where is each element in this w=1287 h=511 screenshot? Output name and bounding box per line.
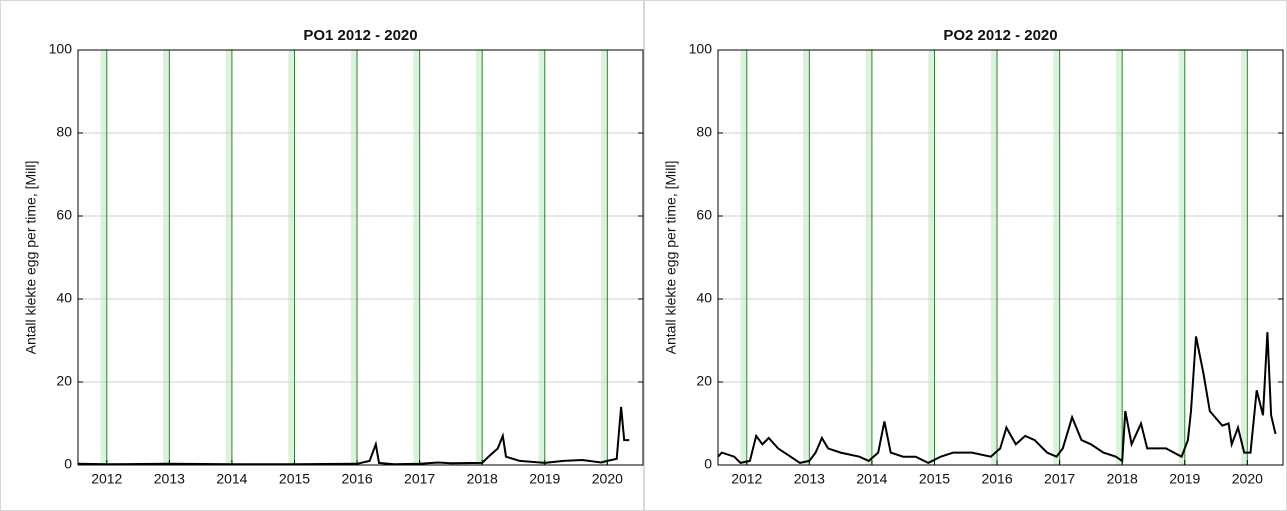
shaded-band — [928, 50, 935, 465]
x-tick-label: 2018 — [467, 471, 498, 487]
chart-title: PO2 2012 - 2020 — [943, 27, 1057, 44]
x-tick-label: 2020 — [592, 471, 623, 487]
y-tick-label: 60 — [696, 207, 712, 223]
x-tick-label: 2017 — [1044, 471, 1075, 487]
panel — [0, 0, 644, 511]
y-tick-label: 100 — [49, 41, 73, 57]
shaded-band — [475, 50, 483, 465]
shaded-band — [350, 50, 358, 465]
y-tick-label: 0 — [704, 456, 712, 472]
x-tick-label: 2015 — [919, 471, 950, 487]
x-tick-label: 2012 — [731, 471, 762, 487]
y-tick-label: 80 — [56, 124, 72, 140]
data-line — [77, 406, 630, 466]
x-tick-label: 2013 — [794, 471, 825, 487]
x-tick-label: 2016 — [981, 471, 1012, 487]
shaded-band — [413, 50, 420, 465]
x-tick-label: 2016 — [341, 471, 372, 487]
shaded-band — [288, 50, 295, 465]
shaded-band — [740, 50, 747, 465]
x-tick-label: 2015 — [279, 471, 310, 487]
x-tick-label: 2019 — [529, 471, 560, 487]
x-tick-label: 2013 — [154, 471, 185, 487]
y-tick-label: 40 — [696, 290, 712, 306]
y-tick-label: 20 — [56, 373, 72, 389]
shaded-band — [225, 50, 232, 465]
x-tick-label: 2019 — [1169, 471, 1200, 487]
y-axis-label: Antall klekte egg per time, [Mill] — [663, 161, 679, 355]
shaded-band — [803, 50, 810, 465]
shaded-band — [163, 50, 170, 465]
y-tick-label: 100 — [689, 41, 713, 57]
shaded-band — [1241, 50, 1248, 465]
x-tick-label: 2014 — [216, 471, 247, 487]
shaded-band — [865, 50, 872, 465]
axes-box — [77, 49, 644, 466]
shaded-band — [100, 50, 107, 465]
x-tick-label: 2012 — [91, 471, 122, 487]
y-tick-label: 20 — [696, 373, 712, 389]
axes-box — [717, 49, 1284, 466]
shaded-band — [538, 50, 545, 465]
y-axis-label: Antall klekte egg per time, [Mill] — [23, 161, 39, 355]
shaded-band — [1115, 50, 1123, 465]
y-tick-label: 60 — [56, 207, 72, 223]
y-tick-label: 80 — [696, 124, 712, 140]
shaded-band — [990, 50, 998, 465]
x-tick-label: 2020 — [1232, 471, 1263, 487]
shaded-band — [601, 50, 608, 465]
shaded-band — [1053, 50, 1060, 465]
x-tick-label: 2014 — [856, 471, 887, 487]
y-tick-label: 0 — [64, 456, 72, 472]
x-tick-label: 2017 — [404, 471, 435, 487]
data-line — [717, 332, 1277, 465]
shaded-band — [1178, 50, 1185, 465]
x-tick-label: 2018 — [1107, 471, 1138, 487]
y-tick-label: 40 — [56, 290, 72, 306]
chart-title: PO1 2012 - 2020 — [303, 27, 417, 44]
